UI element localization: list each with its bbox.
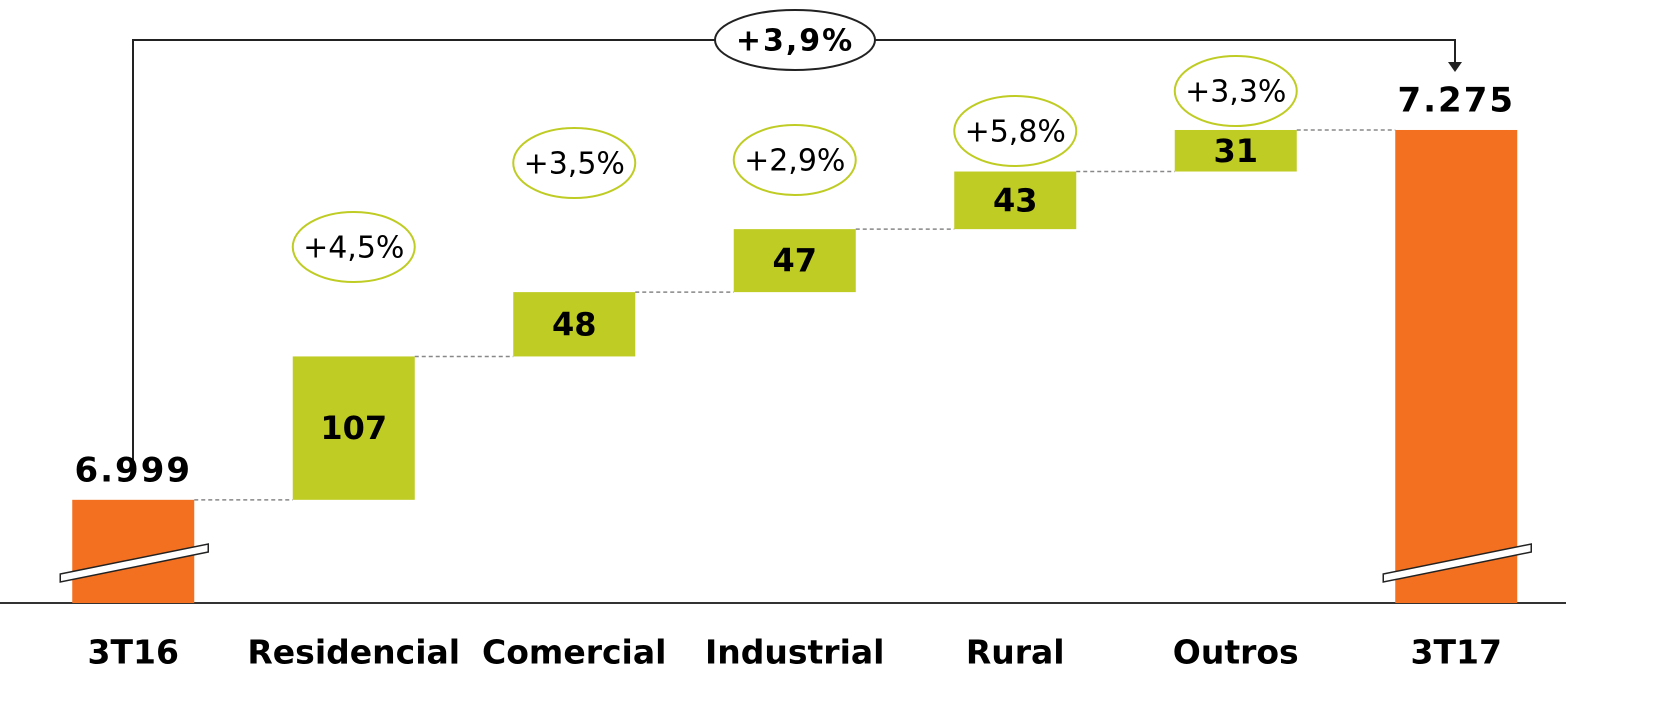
x-tick-label: 3T17 xyxy=(1411,633,1502,672)
bar xyxy=(954,171,1077,230)
x-tick-label: 3T16 xyxy=(88,633,179,672)
growth-label: +3,5% xyxy=(524,147,625,182)
growth-ellipse xyxy=(953,95,1078,167)
value-label: 48 xyxy=(552,305,597,343)
growth-ellipse xyxy=(291,211,416,283)
growth-ellipse xyxy=(512,127,637,199)
bar xyxy=(1174,129,1297,172)
growth-label: +5,8% xyxy=(965,115,1066,150)
growth-label: +3,3% xyxy=(1185,75,1286,110)
value-label: 107 xyxy=(320,409,387,447)
bar xyxy=(292,356,415,500)
growth-ellipse xyxy=(732,124,857,196)
value-label: 7.275 xyxy=(1397,80,1515,120)
growth-label: +4,5% xyxy=(303,231,404,266)
x-tick-label: Rural xyxy=(966,633,1065,672)
x-tick-label: Outros xyxy=(1173,633,1299,672)
bar xyxy=(733,229,856,293)
value-label: 47 xyxy=(772,242,817,280)
x-tick-label: Residencial xyxy=(247,633,460,672)
total-growth-ellipse xyxy=(714,9,876,71)
bar xyxy=(513,292,636,357)
axis-break xyxy=(59,543,209,583)
total-growth-label: +3,9% xyxy=(736,24,854,59)
value-label: 6.999 xyxy=(74,450,192,490)
x-tick-label: Industrial xyxy=(705,633,884,672)
value-label: 31 xyxy=(1213,132,1258,170)
arrow-head xyxy=(1448,62,1462,72)
value-label: 43 xyxy=(993,181,1038,219)
axis-break xyxy=(1382,543,1532,583)
growth-ellipse xyxy=(1173,55,1298,127)
bar xyxy=(1395,129,1518,604)
growth-label: +2,9% xyxy=(744,144,845,179)
x-tick-label: Comercial xyxy=(482,633,666,672)
